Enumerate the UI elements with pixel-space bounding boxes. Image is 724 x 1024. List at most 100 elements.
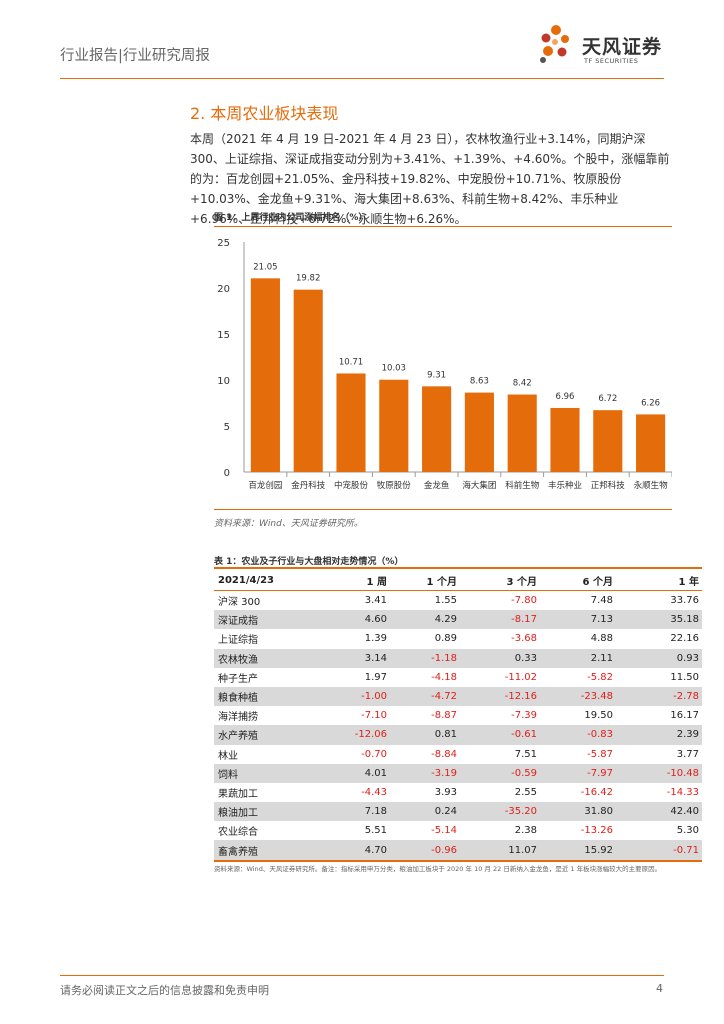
cell-6m: -23.48 <box>540 686 616 707</box>
report-type: 行业报告|行业研究周报 <box>60 48 210 64</box>
cell-1m: 0.89 <box>434 633 457 645</box>
y-tick-label: 10 <box>217 376 230 387</box>
cell-1w: -1.00 <box>310 686 390 707</box>
bar <box>507 394 537 472</box>
table-row: 畜禽养殖 4.70 -0.96 11.07 15.92 -0.71 <box>214 840 702 862</box>
cell-name: 农业综合 <box>218 827 258 839</box>
cell-3m: 2.55 <box>514 786 537 798</box>
cell-1y: -10.48 <box>616 763 702 783</box>
cell-6m: 7.48 <box>590 595 613 607</box>
header-1w: 1 周 <box>310 570 390 591</box>
cell-1m: -3.19 <box>390 763 460 783</box>
bar <box>422 386 452 472</box>
bar-chart: 0 5 10 15 20 25 21.05 百龙创园 19.82 金丹科技 10.71 中宠股份 10.… <box>217 238 672 491</box>
cell-3m: -11.02 <box>504 671 537 683</box>
cell-name: 粮食种植 <box>214 686 310 707</box>
section-title: 2. 本周农业板块表现 <box>190 104 339 123</box>
cell-name: 上证综指 <box>218 635 258 647</box>
x-category-label: 丰乐种业 <box>548 480 582 491</box>
table-row: 上证综指 1.39 0.89 -3.68 4.88 22.16 <box>214 629 702 648</box>
cell-1y: 5.30 <box>676 825 699 837</box>
table-row: 果蔬加工 -4.43 3.93 2.55 -16.42 -14.33 <box>214 783 702 802</box>
logo-name-cn: 天风证券 <box>582 36 663 58</box>
cell-6m: -16.42 <box>580 786 613 798</box>
table-row: 农林牧渔 3.14 -1.18 0.33 2.11 0.93 <box>214 648 702 668</box>
y-tick-label: 20 <box>217 284 230 295</box>
cell-name: 饲料 <box>214 763 310 783</box>
figure-source: 资料来源：Wind、天风证券研究所。 <box>214 519 363 529</box>
cell-3m: -35.20 <box>460 802 540 822</box>
table-row: 饲料 4.01 -3.19 -0.59 -7.97 -10.48 <box>214 763 702 783</box>
bar <box>336 373 366 472</box>
cell-3m: -12.16 <box>460 686 540 707</box>
cell-1m: -4.72 <box>390 686 460 707</box>
bar <box>550 407 580 472</box>
cell-3m: 11.07 <box>460 840 540 862</box>
table-header-row: 2021/4/23 1 周 1 个月 3 个月 6 个月 1 年 <box>214 570 702 591</box>
header-1m: 1 个月 <box>390 570 460 591</box>
y-tick-label: 25 <box>217 238 230 249</box>
cell-1w: 5.51 <box>364 825 387 837</box>
cell-1w: -12.06 <box>310 725 390 745</box>
cell-name: 畜禽养殖 <box>214 840 310 862</box>
cell-1m: 1.55 <box>434 595 457 607</box>
cell-1y: 11.50 <box>670 671 699 683</box>
cell-name: 海洋捕捞 <box>218 712 258 724</box>
cell-3m: -0.61 <box>460 725 540 745</box>
bar-value-label: 6.26 <box>641 398 660 408</box>
cell-name: 沪深 300 <box>218 597 261 609</box>
table-row: 粮油加工 7.18 0.24 -35.20 31.80 42.40 <box>214 802 702 822</box>
bar-value-label: 8.42 <box>513 379 532 389</box>
cell-6m: 31.80 <box>540 802 616 822</box>
cell-1y: 16.17 <box>670 710 699 722</box>
x-category-label: 永顺生物 <box>634 480 669 491</box>
cell-6m: 15.92 <box>540 840 616 862</box>
cell-6m: -5.87 <box>587 748 613 760</box>
table-title: 表 1：农业及子行业与大盘相对走势情况（%） <box>214 557 404 567</box>
logo-name-en: TF SECURITIES <box>584 57 639 65</box>
cell-3m: -7.80 <box>511 595 537 607</box>
x-category-label: 正邦科技 <box>591 480 626 491</box>
cell-1w: 3.41 <box>364 595 387 607</box>
bar <box>293 289 323 472</box>
cell-6m: 7.13 <box>540 610 616 630</box>
cell-1y: 42.40 <box>616 802 702 822</box>
x-category-label: 金丹科技 <box>291 480 326 491</box>
cell-3m: -0.59 <box>460 763 540 783</box>
figure-bottom-rule <box>214 509 672 510</box>
cell-6m: -7.97 <box>540 763 616 783</box>
logo-flower-icon <box>540 25 569 63</box>
table-row: 海洋捕捞 -7.10 -8.87 -7.39 19.50 16.17 <box>214 706 702 725</box>
x-category-label: 中宠股份 <box>334 480 369 491</box>
bar-value-label: 9.31 <box>427 370 446 380</box>
table-row: 林业 -0.70 -8.84 7.51 -5.87 3.77 <box>214 745 702 764</box>
bar <box>250 278 280 472</box>
x-category-label: 百龙创园 <box>248 480 282 491</box>
cell-3m: 7.51 <box>514 748 537 760</box>
header-date: 2021/4/23 <box>214 570 310 591</box>
cell-name: 林业 <box>218 750 238 762</box>
cell-1y: 33.76 <box>670 595 699 607</box>
logo: 天风证券 TF SECURITIES <box>534 20 684 70</box>
cell-1y: 35.18 <box>616 610 702 630</box>
cell-1m: -4.18 <box>431 671 457 683</box>
bar-value-label: 6.96 <box>556 392 575 402</box>
cell-3m: -8.17 <box>460 610 540 630</box>
page-number: 4 <box>656 982 663 995</box>
cell-1w: 3.14 <box>310 648 390 668</box>
header-divider <box>60 78 664 79</box>
cell-6m: -13.26 <box>580 825 613 837</box>
cell-1m: -8.87 <box>431 710 457 722</box>
cell-3m: -7.39 <box>511 710 537 722</box>
bar <box>379 379 409 472</box>
table-row: 水产养殖 -12.06 0.81 -0.61 -0.83 2.39 <box>214 725 702 745</box>
cell-3m: 0.33 <box>460 648 540 668</box>
cell-1y: 22.16 <box>670 633 699 645</box>
cell-1m: 4.29 <box>390 610 460 630</box>
table-row: 深证成指 4.60 4.29 -8.17 7.13 35.18 <box>214 610 702 630</box>
cell-1w: 4.70 <box>310 840 390 862</box>
table-top-rule <box>214 567 702 569</box>
table-row: 种子生产 1.97 -4.18 -11.02 -5.82 11.50 <box>214 668 702 687</box>
header-6m: 6 个月 <box>540 570 616 591</box>
cell-3m: -3.68 <box>511 633 537 645</box>
